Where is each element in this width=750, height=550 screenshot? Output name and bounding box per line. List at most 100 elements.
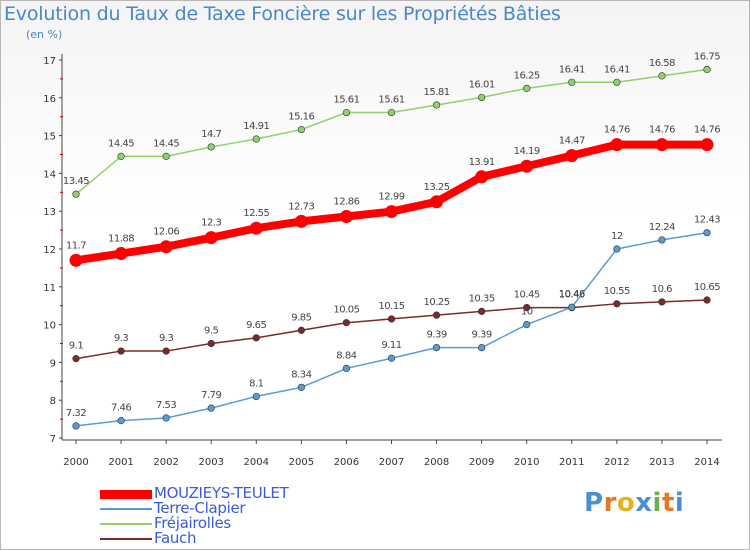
y-tick-label: 8 xyxy=(50,396,56,407)
data-point xyxy=(658,298,666,306)
data-point xyxy=(432,311,441,319)
data-label: 9.85 xyxy=(291,312,311,323)
data-point xyxy=(432,344,441,352)
y-tick-label: 14 xyxy=(43,169,56,180)
data-label: 13.25 xyxy=(424,182,450,193)
data-label: 16.41 xyxy=(604,64,630,75)
x-tick-label: 2010 xyxy=(514,457,539,468)
y-tick-label: 7 xyxy=(50,434,56,445)
series-line-terre-clapier xyxy=(75,231,708,427)
data-point xyxy=(297,125,305,134)
data-label: 9.11 xyxy=(381,340,401,351)
y-tick-label: 17 xyxy=(43,56,56,67)
y-tick-label: 13 xyxy=(43,207,56,218)
proxiti-logo: Proxiti xyxy=(584,488,684,518)
legend-label: MOUZIEYS-TEULET xyxy=(154,484,289,502)
data-point xyxy=(430,195,444,209)
x-tick-label: 2004 xyxy=(244,457,269,468)
data-point xyxy=(207,339,215,348)
x-tick-label: 2001 xyxy=(108,457,133,468)
data-label: 10 xyxy=(521,307,533,318)
data-label: 14.7 xyxy=(201,129,221,140)
data-label: 10.46 xyxy=(559,289,585,300)
x-tick-label: 2006 xyxy=(334,457,359,468)
data-point xyxy=(610,138,624,152)
data-point xyxy=(387,108,396,117)
data-point xyxy=(342,364,351,373)
data-label: 15.16 xyxy=(288,112,314,123)
data-label: 9.65 xyxy=(246,320,266,331)
data-point xyxy=(72,355,80,363)
data-point xyxy=(385,205,398,219)
data-label: 16.75 xyxy=(694,51,720,62)
data-point xyxy=(162,152,170,160)
data-point xyxy=(658,72,666,80)
data-label: 11.7 xyxy=(66,240,86,251)
x-tick-label: 2014 xyxy=(694,457,719,468)
data-point xyxy=(117,347,125,355)
data-point xyxy=(297,326,305,334)
data-point xyxy=(207,143,215,151)
data-point xyxy=(523,303,531,312)
data-label: 14.45 xyxy=(153,138,179,149)
y-tick-label: 10 xyxy=(43,321,56,332)
chart-title: Evolution du Taux de Taxe Foncière sur l… xyxy=(4,3,561,25)
data-label: 14.76 xyxy=(649,125,675,136)
legend-swatch xyxy=(100,523,152,525)
data-label: 12 xyxy=(611,231,623,242)
data-point xyxy=(387,354,396,362)
data-point xyxy=(703,296,711,304)
data-label: 9.39 xyxy=(426,330,446,341)
data-point xyxy=(613,300,621,308)
data-point xyxy=(432,101,441,109)
x-tick-label: 2011 xyxy=(559,457,584,468)
data-label: 10.45 xyxy=(514,290,540,301)
data-label: 16.25 xyxy=(514,70,540,81)
data-point xyxy=(204,231,218,245)
data-point xyxy=(342,319,351,327)
data-point xyxy=(342,108,351,117)
data-point xyxy=(252,135,260,143)
data-label: 10.65 xyxy=(694,282,720,293)
data-label: 8.1 xyxy=(249,378,264,389)
data-label: 13.91 xyxy=(469,157,495,168)
data-label: 7.32 xyxy=(66,408,86,419)
data-point xyxy=(703,65,711,74)
legend-label: Fréjairolles xyxy=(154,514,231,532)
data-label: 14.19 xyxy=(514,146,540,157)
data-point xyxy=(252,334,260,342)
x-tick-label: 2008 xyxy=(424,457,449,468)
data-label: 9.39 xyxy=(472,330,492,341)
data-point xyxy=(252,392,260,401)
data-label: 8.84 xyxy=(336,350,356,361)
data-label: 8.34 xyxy=(291,369,311,380)
legend-label: Terre-Clapier xyxy=(154,499,246,517)
data-label: 12.99 xyxy=(378,192,404,203)
x-tick-label: 2003 xyxy=(198,457,223,468)
logo-letter: t xyxy=(661,488,675,518)
data-label: 7.53 xyxy=(156,400,176,411)
data-label: 10.55 xyxy=(604,286,630,297)
logo-letter: i xyxy=(652,488,662,518)
legend-swatch xyxy=(100,489,152,499)
data-point xyxy=(700,138,714,152)
data-point xyxy=(207,404,215,412)
data-label: 13.45 xyxy=(63,176,89,187)
logo-letter: i xyxy=(674,488,685,518)
data-point xyxy=(655,138,669,152)
data-label: 9.3 xyxy=(114,333,129,344)
data-label: 7.79 xyxy=(201,390,221,401)
data-label: 10.25 xyxy=(424,297,450,308)
data-label: 14.76 xyxy=(694,125,720,136)
y-tick-label: 11 xyxy=(43,283,56,294)
data-point xyxy=(249,221,263,235)
data-label: 10.15 xyxy=(378,301,404,312)
y-tick-label: 16 xyxy=(43,94,56,105)
data-point xyxy=(159,240,173,254)
x-tick-label: 2007 xyxy=(379,457,404,468)
data-point xyxy=(162,347,170,355)
data-label: 16.41 xyxy=(559,64,585,75)
data-point xyxy=(294,214,308,228)
data-point xyxy=(520,159,534,173)
